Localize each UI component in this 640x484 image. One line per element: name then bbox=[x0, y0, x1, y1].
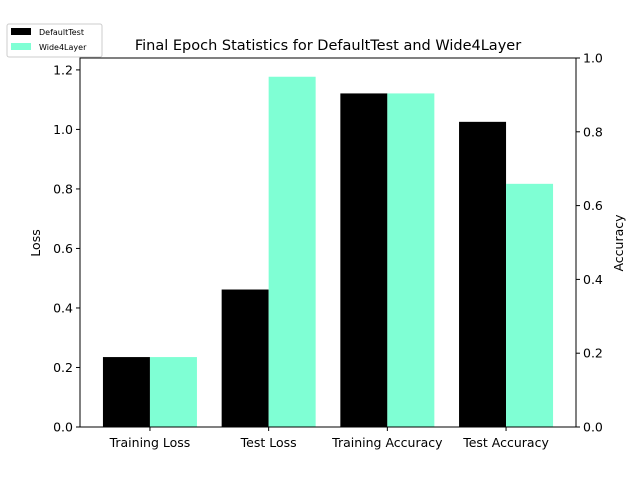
bars-layer bbox=[102, 76, 554, 427]
right-tick-label: 0.6 bbox=[583, 198, 603, 213]
right-axis: 0.0 0.2 0.4 0.6 0.8 1.0 bbox=[576, 51, 603, 435]
legend-label-defaulttest: DefaultTest bbox=[39, 28, 84, 37]
bar-wide4layer-test-accuracy bbox=[506, 183, 554, 427]
bar-defaulttest-test-accuracy bbox=[459, 121, 507, 427]
chart-title: Final Epoch Statistics for DefaultTest a… bbox=[135, 38, 521, 54]
left-tick-label: 1.2 bbox=[53, 62, 73, 77]
bar-defaulttest-training-loss bbox=[102, 357, 150, 427]
bar-wide4layer-training-accuracy bbox=[387, 93, 435, 427]
axes-frame bbox=[79, 57, 577, 428]
left-tick-label: 1.0 bbox=[53, 122, 73, 137]
right-tick-label: 1.0 bbox=[583, 51, 603, 66]
bar-wide4layer-test-loss bbox=[268, 76, 316, 427]
left-axis-label: Loss bbox=[28, 229, 43, 256]
left-tick-label: 0.2 bbox=[53, 360, 73, 375]
legend-label-wide4layer: Wide4Layer bbox=[39, 43, 87, 52]
right-tick-label: 0.8 bbox=[583, 124, 603, 139]
left-tick-label: 0.4 bbox=[53, 300, 73, 315]
x-axis: Training Loss Test Loss Training Accuracy T… bbox=[109, 427, 549, 450]
right-tick-label: 0.2 bbox=[583, 346, 603, 361]
x-tick-label-training-loss: Training Loss bbox=[109, 435, 191, 450]
legend-swatch-defaulttest bbox=[11, 28, 31, 35]
x-tick-label-test-accuracy: Test Accuracy bbox=[462, 435, 549, 450]
left-tick-label: 0.6 bbox=[53, 241, 73, 256]
right-axis-label: Accuracy bbox=[611, 214, 626, 272]
bar-wide4layer-training-loss bbox=[149, 357, 197, 427]
legend: DefaultTest Wide4Layer bbox=[6, 23, 103, 58]
right-tick-label: 0.0 bbox=[583, 420, 603, 435]
left-tick-label: 0.8 bbox=[53, 181, 73, 196]
bar-defaulttest-training-accuracy bbox=[340, 93, 388, 427]
bar-defaulttest-test-loss bbox=[221, 289, 269, 427]
x-tick-label-test-loss: Test Loss bbox=[240, 435, 297, 450]
left-axis: 0.0 0.2 0.4 0.6 0.8 1.0 1.2 bbox=[53, 62, 80, 435]
x-tick-label-training-accuracy: Training Accuracy bbox=[331, 435, 443, 450]
right-tick-label: 0.4 bbox=[583, 272, 603, 287]
left-tick-label: 0.0 bbox=[53, 420, 73, 435]
legend-swatch-wide4layer bbox=[11, 43, 31, 50]
